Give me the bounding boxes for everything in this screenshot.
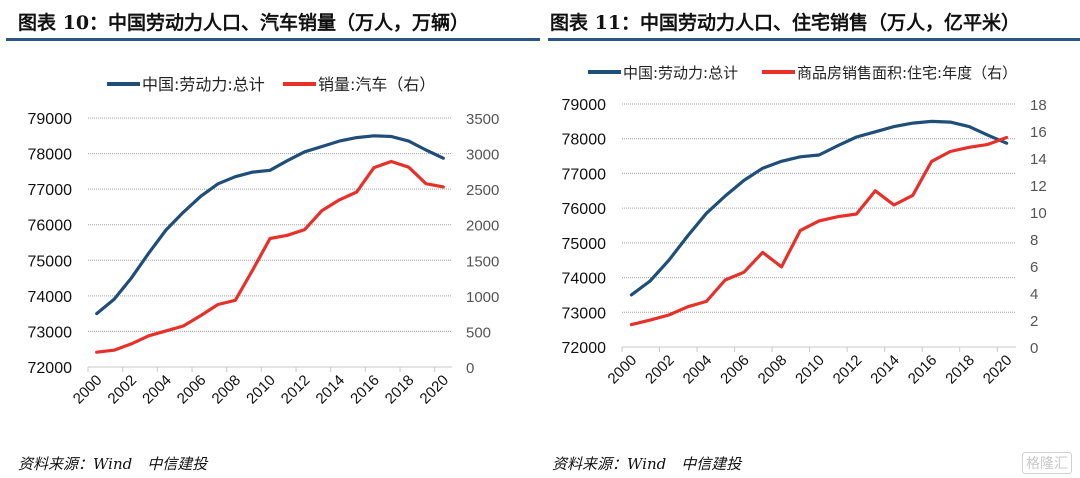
y-left-tick-label: 72000 — [28, 360, 73, 377]
legend-label: 销量:汽车（右） — [318, 75, 435, 94]
x-tick-label: 2008 — [755, 352, 791, 388]
y-left-tick-label: 79000 — [28, 111, 73, 128]
y-left-tick-label: 77000 — [28, 182, 73, 199]
y-right-tick-label: 12 — [1030, 178, 1047, 195]
y-left-tick-label: 79000 — [562, 97, 607, 114]
y-right-tick-label: 0 — [466, 360, 474, 377]
right-title-rule — [548, 38, 1080, 41]
y-right-tick-label: 10 — [1030, 205, 1047, 222]
x-tick-label: 2010 — [243, 372, 279, 408]
y-left-tick-label: 72000 — [562, 340, 607, 357]
y-right-tick-label: 6 — [1030, 259, 1038, 276]
y-right-tick-label: 8 — [1030, 232, 1038, 249]
x-tick-label: 2014 — [313, 372, 349, 408]
y-left-tick-label: 76000 — [28, 218, 73, 235]
left-title-rule — [6, 38, 540, 41]
x-tick-label: 2006 — [717, 352, 753, 388]
x-tick-label: 2002 — [642, 352, 678, 388]
right-source: 资料来源：Wind 中信建投 — [552, 455, 742, 473]
x-tick-label: 2020 — [980, 352, 1016, 388]
x-tick-label: 2008 — [209, 372, 245, 408]
y-left-tick-label: 75000 — [562, 236, 607, 253]
y-left-tick-label: 78000 — [28, 147, 73, 164]
y-right-tick-label: 1500 — [466, 253, 499, 270]
x-tick-label: 2018 — [382, 372, 418, 408]
series-line-sales — [629, 135, 1009, 327]
legend-label: 商品房销售面积:住宅:年度（右） — [797, 64, 1017, 82]
left-chart: 72000 73000 74000 75000 76000 77000 78000 79000… — [28, 75, 500, 408]
x-tick-label: 2002 — [105, 372, 141, 408]
y-right-tick-label: 2 — [1030, 313, 1038, 330]
y-left-tick-label: 73000 — [28, 324, 73, 341]
x-tick-label: 2006 — [174, 372, 210, 408]
y-right-tick-label: 0 — [1030, 340, 1038, 357]
x-tick-label: 2014 — [867, 352, 903, 388]
y-right-tick-label: 16 — [1030, 124, 1047, 141]
y-right-tick-label: 2000 — [466, 218, 499, 235]
right-chart-title: 图表 11：中国劳动力人口、住宅销售（万人，亿平米） — [550, 12, 1021, 34]
x-tick-label: 2018 — [942, 352, 978, 388]
y-left-tick-label: 77000 — [562, 166, 607, 183]
x-tick-label: 2016 — [347, 372, 383, 408]
left-panel: 图表 10：中国劳动力人口、汽车销量（万人，万辆） 72000 73000 7400… — [6, 12, 540, 473]
y-right-tick-label: 18 — [1030, 97, 1047, 114]
watermark-logo: 格隆汇 — [1022, 452, 1072, 474]
y-left-tick-label: 74000 — [28, 289, 73, 306]
right-chart: 72000 73000 74000 75000 76000 77000 78000 79000… — [562, 64, 1047, 388]
y-right-tick-label: 3500 — [466, 111, 499, 128]
y-left-tick-label: 74000 — [562, 271, 607, 288]
x-tick-label: 2000 — [605, 352, 641, 388]
y-left-tick-label: 76000 — [562, 201, 607, 218]
left-source: 资料来源：Wind 中信建投 — [18, 455, 208, 473]
y-right-tick-label: 4 — [1030, 286, 1038, 303]
y-right-tick-label: 2500 — [466, 182, 499, 199]
y-right-tick-label: 1000 — [466, 289, 499, 306]
y-left-tick-label: 73000 — [562, 305, 607, 322]
y-left-tick-label: 78000 — [562, 132, 607, 149]
right-panel: 图表 11：中国劳动力人口、住宅销售（万人，亿平米） 72000 73000 740… — [540, 0, 1080, 478]
legend-label: 中国:劳动力:总计 — [623, 64, 738, 82]
y-right-tick-label: 3000 — [466, 147, 499, 164]
series-line-sales — [95, 159, 445, 354]
y-right-tick-label: 500 — [466, 324, 491, 341]
y-right-tick-label: 14 — [1030, 151, 1047, 168]
x-tick-label: 2004 — [139, 372, 175, 408]
x-tick-label: 2012 — [830, 352, 866, 388]
x-tick-label: 2004 — [680, 352, 716, 388]
y-left-tick-label: 75000 — [28, 253, 73, 270]
x-tick-label: 2016 — [905, 352, 941, 388]
x-tick-label: 2020 — [417, 372, 453, 408]
left-chart-title: 图表 10：中国劳动力人口、汽车销量（万人，万辆） — [18, 12, 470, 34]
x-tick-label: 2000 — [70, 372, 106, 408]
x-tick-label: 2012 — [278, 372, 314, 408]
x-tick-label: 2010 — [792, 352, 828, 388]
legend-label: 中国:劳动力:总计 — [142, 75, 265, 94]
